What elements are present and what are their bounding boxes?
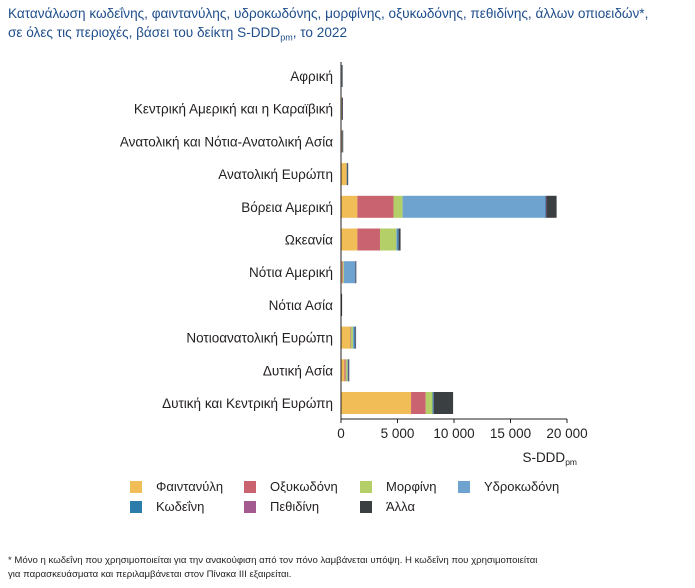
category-label: Κεντρική Αμερική και η Καραϊβική xyxy=(134,102,333,117)
bar-segment xyxy=(352,326,355,349)
legend-label: Οξυκωδόνη xyxy=(270,479,338,494)
bar-segment xyxy=(397,228,399,251)
legend-item: Πεθιδίνη xyxy=(244,499,319,514)
bar-segment xyxy=(546,195,557,218)
title-line-2: σε όλες τις περιοχές, βάσει του δείκτη S… xyxy=(8,25,281,40)
bar-segment xyxy=(545,195,547,218)
bar-segment xyxy=(354,326,356,349)
x-axis-label-subscript: pm xyxy=(565,457,577,467)
bar-segment xyxy=(343,261,356,284)
legend-label: Φαιντανύλη xyxy=(156,479,224,494)
bar-segment xyxy=(433,392,454,414)
bar-segment xyxy=(345,359,348,382)
title-line-2-end: , το 2022 xyxy=(292,25,348,40)
footnote-line-2: για παρασκευάσματα και περιλαμβάνεται στ… xyxy=(8,568,292,580)
bar-segment xyxy=(346,163,347,186)
footnote: * Μόνο η κωδεΐνη που χρησιμοποιείται για… xyxy=(8,554,688,581)
legend-swatch xyxy=(360,500,372,513)
legend-item: Μορφίνη xyxy=(360,479,437,494)
title-line-1: Κατανάλωση κωδεΐνης, φαιντανύλης, υδροκω… xyxy=(8,6,649,21)
bar-segment xyxy=(341,65,342,87)
bar-segment xyxy=(341,261,343,284)
title-subscript: pm xyxy=(280,32,293,43)
bar-segment xyxy=(346,163,348,186)
bar-segment xyxy=(396,228,398,251)
legend-label: Υδροκωδόνη xyxy=(484,479,560,494)
legend-item: Φαιντανύλη xyxy=(130,479,223,494)
category-label: Ωκεανία xyxy=(285,233,333,248)
category-label: Δυτική Ασία xyxy=(263,363,333,378)
legend-item: Κωδεΐνη xyxy=(130,499,204,514)
legend-swatch xyxy=(244,500,256,513)
bar-segment xyxy=(341,326,351,349)
bar-segment xyxy=(432,392,434,414)
bar-segment xyxy=(347,359,349,382)
bar-segment xyxy=(393,195,403,218)
bar-segment xyxy=(341,163,347,186)
bar-segment xyxy=(355,326,357,349)
legend-item: Άλλα xyxy=(360,499,415,514)
bar-segment xyxy=(348,359,349,382)
category-label: Ανατολική και Νότια-Ανατολική Ασία xyxy=(120,134,333,149)
bar-segment xyxy=(341,130,343,153)
bar-segment xyxy=(355,261,356,284)
category-label: Νότια Αμερική xyxy=(249,265,333,280)
bar-segment xyxy=(544,195,546,218)
x-tick-label: 10 000 xyxy=(433,426,474,441)
bar-segment xyxy=(341,195,358,218)
legend-item: Οξυκωδόνη xyxy=(244,479,338,494)
bar-segment xyxy=(341,392,412,414)
category-label: Νοτιοανατολική Ευρώπη xyxy=(186,331,333,346)
bar-segment xyxy=(342,65,343,87)
bar-segment xyxy=(341,359,345,382)
bar-segment xyxy=(341,293,343,316)
bar-segment xyxy=(342,130,344,153)
legend-swatch xyxy=(130,480,142,493)
legend-label: Κωδεΐνη xyxy=(156,499,205,514)
legend-label: Πεθιδίνη xyxy=(270,499,320,514)
bar-segment xyxy=(342,261,344,284)
legend-item: Υδροκωδόνη xyxy=(458,479,559,494)
bar-segment xyxy=(344,359,346,382)
x-axis-label: S-DDDpm xyxy=(522,450,577,467)
bar-segment xyxy=(346,163,348,186)
legend-label: Μορφίνη xyxy=(386,479,437,494)
category-label: Αφρική xyxy=(290,69,333,84)
bar-segment xyxy=(398,228,401,251)
bar-segment xyxy=(341,130,343,153)
legend-swatch xyxy=(360,480,372,493)
x-tick-label: 0 xyxy=(337,426,345,441)
bar-segment xyxy=(402,195,545,218)
bar-segment xyxy=(342,261,343,284)
legend-swatch xyxy=(244,480,256,493)
x-tick-label: 5 000 xyxy=(381,426,415,441)
bar-segment xyxy=(347,163,349,186)
bar-segment xyxy=(341,228,358,251)
bar-segment xyxy=(411,392,426,414)
bar-segment xyxy=(348,359,350,382)
bar-segment xyxy=(379,228,397,251)
x-tick-label: 15 000 xyxy=(490,426,531,441)
category-label: Ανατολική Ευρώπη xyxy=(218,167,333,182)
stacked-bar-chart: Αφρική Κεντρική Αμερική και η Καραϊβική Αν… xyxy=(120,62,588,467)
legend-swatch xyxy=(130,500,142,513)
bar-segment xyxy=(348,359,349,382)
category-label: Νότια Ασία xyxy=(269,298,334,313)
x-tick-label: 20 000 xyxy=(546,426,587,441)
category-label: Δυτική και Κεντρική Ευρώπη xyxy=(162,396,333,411)
bar-segment xyxy=(357,228,380,251)
chart-title: Κατανάλωση κωδεΐνης, φαιντανύλης, υδροκω… xyxy=(8,4,693,48)
category-label: Βόρεια Αμερική xyxy=(241,200,333,215)
footnote-line-1: * Μόνο η κωδεΐνη που χρησιμοποιείται για… xyxy=(8,555,538,566)
legend-label: Άλλα xyxy=(386,499,415,514)
bar-segment xyxy=(425,392,433,414)
bar-segment xyxy=(342,97,343,120)
bar-segment xyxy=(350,326,353,349)
bar-segment xyxy=(355,261,357,284)
bar-segment xyxy=(357,195,394,218)
bar-segment xyxy=(350,326,351,349)
legend-swatch xyxy=(458,480,470,493)
